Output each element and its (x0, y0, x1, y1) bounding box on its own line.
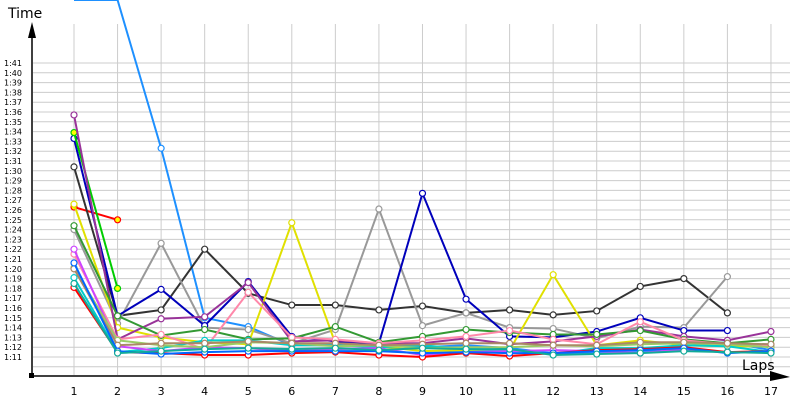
svg-text:2: 2 (114, 385, 121, 398)
svg-text:1:32: 1:32 (4, 147, 22, 156)
series-teal (70, 279, 775, 359)
grid (33, 24, 790, 375)
series-green (70, 128, 122, 292)
svg-text:1:36: 1:36 (4, 108, 22, 117)
svg-text:12: 12 (546, 385, 560, 398)
svg-text:1:35: 1:35 (4, 118, 22, 127)
svg-text:1:12: 1:12 (4, 343, 22, 352)
svg-text:1:14: 1:14 (4, 324, 22, 333)
svg-text:1:13: 1:13 (4, 333, 22, 342)
svg-text:1: 1 (71, 385, 78, 398)
svg-text:1:40: 1:40 (4, 69, 22, 78)
svg-text:1:18: 1:18 (4, 284, 22, 293)
y-tick-labels: 1:111:121:131:141:151:161:171:181:191:20… (4, 59, 22, 362)
svg-text:1:23: 1:23 (4, 235, 22, 244)
svg-text:1:30: 1:30 (4, 167, 22, 176)
svg-text:9: 9 (419, 385, 426, 398)
svg-text:10: 10 (459, 385, 473, 398)
axes (28, 22, 790, 381)
svg-text:1:22: 1:22 (4, 245, 22, 254)
svg-text:1:20: 1:20 (4, 265, 22, 274)
svg-text:1:11: 1:11 (4, 353, 22, 362)
svg-text:11: 11 (503, 385, 517, 398)
svg-text:15: 15 (677, 385, 691, 398)
svg-text:4: 4 (201, 385, 208, 398)
svg-text:17: 17 (764, 385, 778, 398)
svg-text:14: 14 (633, 385, 647, 398)
series-brown (70, 265, 775, 349)
svg-text:1:25: 1:25 (4, 216, 22, 225)
svg-text:1:16: 1:16 (4, 304, 22, 313)
svg-text:1:19: 1:19 (4, 275, 22, 284)
svg-text:3: 3 (158, 385, 165, 398)
svg-text:1:21: 1:21 (4, 255, 22, 264)
svg-text:1:34: 1:34 (4, 128, 22, 137)
svg-text:1:28: 1:28 (4, 186, 22, 195)
svg-text:13: 13 (590, 385, 604, 398)
y-axis-arrow-icon (28, 22, 36, 38)
x-axis-label: Laps (742, 358, 775, 374)
svg-text:1:26: 1:26 (4, 206, 22, 215)
svg-text:1:37: 1:37 (4, 98, 22, 107)
svg-text:1:15: 1:15 (4, 314, 22, 323)
y-axis-label: Time (7, 6, 42, 22)
svg-text:1:41: 1:41 (4, 59, 22, 68)
svg-text:7: 7 (332, 385, 339, 398)
svg-text:1:33: 1:33 (4, 137, 22, 146)
series-navy (70, 134, 732, 347)
x-tick-labels: 1 2 3 4 5 6 7 8 9 10 11 12 13 14 15 16 17 (71, 385, 778, 398)
svg-text:6: 6 (288, 385, 295, 398)
svg-text:1:38: 1:38 (4, 88, 22, 97)
svg-text:1:39: 1:39 (4, 79, 22, 88)
svg-text:5: 5 (245, 385, 252, 398)
svg-text:1:17: 1:17 (4, 294, 22, 303)
svg-text:1:29: 1:29 (4, 177, 22, 186)
svg-text:1:24: 1:24 (4, 226, 22, 235)
series-lines (70, 0, 775, 361)
svg-text:1:27: 1:27 (4, 196, 22, 205)
x-axis-arrow-icon (770, 371, 790, 381)
series-lightblue-outlier (74, 0, 775, 357)
svg-text:1:31: 1:31 (4, 157, 22, 166)
svg-text:8: 8 (375, 385, 382, 398)
svg-text:16: 16 (720, 385, 734, 398)
